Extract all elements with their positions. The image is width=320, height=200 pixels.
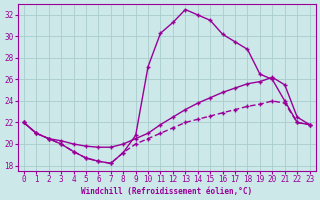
X-axis label: Windchill (Refroidissement éolien,°C): Windchill (Refroidissement éolien,°C) — [81, 187, 252, 196]
